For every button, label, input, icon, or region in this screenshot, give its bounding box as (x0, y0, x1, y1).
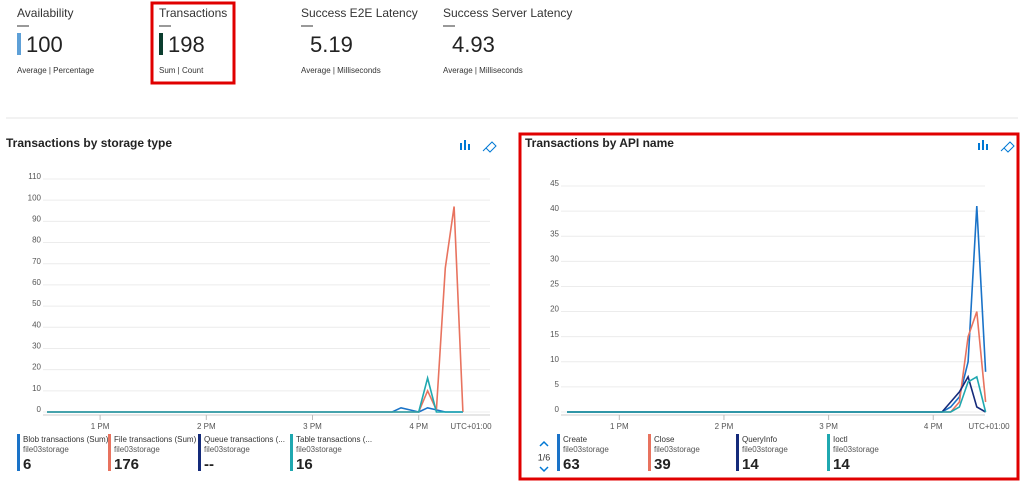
y-tick-label: 110 (28, 172, 41, 181)
x-tick-label: 3 PM (819, 422, 838, 431)
y-tick-label: 15 (550, 330, 559, 339)
legend-resource: file03storage (833, 445, 879, 454)
x-tick-label: 4 PM (409, 422, 428, 431)
tile-unit: Sum | Count (159, 66, 204, 75)
tile-unit: Average | Milliseconds (301, 66, 381, 75)
pin-icon[interactable] (482, 141, 497, 153)
pin-icon[interactable] (1000, 141, 1015, 153)
y-tick-label: 20 (32, 363, 41, 372)
legend-resource: file03storage (296, 445, 342, 454)
y-tick-label: 0 (37, 405, 42, 414)
legend-total: 16 (296, 456, 313, 473)
y-tick-label: 70 (32, 257, 41, 266)
legend-total: 39 (654, 456, 671, 473)
y-tick-label: 80 (32, 236, 41, 245)
tile-unit: Average | Milliseconds (443, 66, 523, 75)
y-tick-label: 25 (550, 280, 559, 289)
chart-icons (460, 140, 1015, 153)
pager-label: 1/6 (538, 452, 551, 462)
y-tick-label: 50 (32, 299, 41, 308)
legend-swatch (557, 434, 560, 471)
tile-value: 198 (168, 32, 205, 57)
timezone-label: UTC+01:00 (450, 422, 492, 431)
legend-name: QueryInfo (742, 435, 778, 444)
legend-total: -- (204, 456, 214, 473)
legend-resource: file03storage (654, 445, 700, 454)
x-tick-label: 2 PM (197, 422, 216, 431)
highlight-box (150, 1, 236, 85)
x-tick-label: 1 PM (610, 422, 629, 431)
x-tick-label: 3 PM (303, 422, 322, 431)
x-tick-label: 1 PM (91, 422, 110, 431)
legend-resource: file03storage (204, 445, 250, 454)
pager-down[interactable] (539, 466, 549, 473)
x-tick-label: 4 PM (924, 422, 943, 431)
pager-up[interactable] (539, 440, 549, 447)
metrics-icon[interactable] (978, 140, 988, 150)
y-tick-label: 100 (28, 193, 42, 202)
legend-name: Table transactions (... (296, 435, 372, 444)
legend-total: 176 (114, 456, 139, 473)
legend-swatch (17, 434, 20, 471)
legend-swatch (198, 434, 201, 471)
legend-name: Queue transactions (... (204, 435, 285, 444)
y-tick-label: 10 (550, 355, 559, 364)
legend-name: Blob transactions (Sum) (23, 435, 109, 444)
legend-swatch (648, 434, 651, 471)
tile-value: 100 (26, 32, 63, 57)
legend-name: File transactions (Sum) (114, 435, 197, 444)
tile-value: 5.19 (310, 32, 353, 57)
series-line (567, 375, 987, 413)
y-tick-label: 10 (32, 384, 41, 393)
y-tick-label: 30 (550, 254, 559, 263)
y-tick-label: 40 (550, 204, 559, 213)
legend-total: 14 (833, 456, 850, 473)
legend-swatch (827, 434, 830, 471)
legend-resource: file03storage (23, 445, 69, 454)
y-tick-label: 0 (555, 405, 560, 414)
highlight-box (518, 132, 1020, 481)
tile-title: Success E2E Latency (301, 6, 418, 20)
y-tick-label: 40 (32, 320, 41, 329)
legend-swatch (108, 434, 111, 471)
legend-swatch (736, 434, 739, 471)
y-tick-label: 5 (555, 380, 560, 389)
legend-total: 14 (742, 456, 759, 473)
tile-unit: Average | Percentage (17, 66, 95, 75)
x-tick-label: 2 PM (715, 422, 734, 431)
chart-title: Transactions by API name (525, 136, 674, 150)
legend-name: Create (563, 435, 588, 444)
legend-name: Close (654, 435, 675, 444)
y-tick-label: 30 (32, 342, 41, 351)
tile-title: Success Server Latency (443, 6, 572, 20)
tile-title: Transactions (159, 6, 227, 20)
tile-title: Availability (17, 6, 73, 20)
legend-resource: file03storage (114, 445, 160, 454)
metrics-icon[interactable] (460, 140, 470, 150)
tile-indicator (17, 33, 21, 55)
legend-total: 6 (23, 456, 31, 473)
y-tick-label: 45 (550, 179, 559, 188)
legend-name: Ioctl (833, 435, 848, 444)
y-tick-label: 60 (32, 278, 41, 287)
y-tick-label: 20 (550, 305, 559, 314)
legend-total: 63 (563, 456, 580, 473)
tile-indicator (159, 33, 163, 55)
y-tick-label: 35 (550, 229, 559, 238)
chart-title: Transactions by storage type (6, 136, 172, 150)
timezone-label: UTC+01:00 (968, 422, 1010, 431)
y-tick-label: 90 (32, 214, 41, 223)
series-line (47, 374, 463, 413)
legend-resource: file03storage (563, 445, 609, 454)
legend-swatch (290, 434, 293, 471)
legend-resource: file03storage (742, 445, 788, 454)
tile-value: 4.93 (452, 32, 495, 57)
